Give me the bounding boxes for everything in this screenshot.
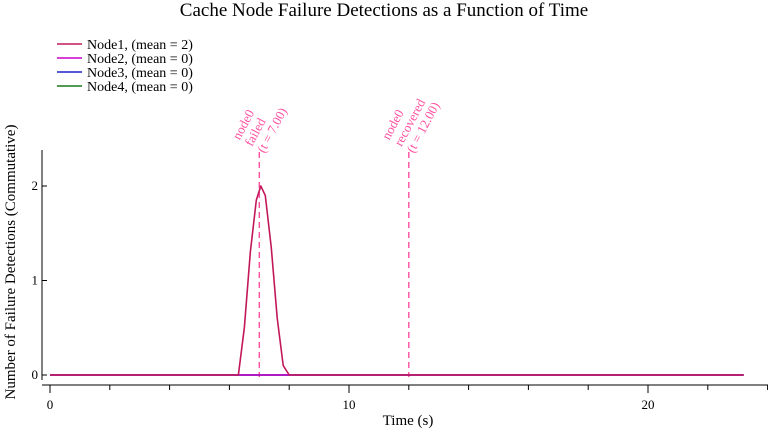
y-axis-label: Number of Failure Detections (Commutativ… [3,125,19,400]
series-group [50,185,744,376]
x-tick-label: 0 [47,397,54,412]
y-axis-ticks: 0 1 2 [32,178,47,382]
y-tick-label: 2 [32,178,39,193]
legend: Node1, (mean = 2)Node2, (mean = 0)Node3,… [57,38,193,95]
y-tick-label: 0 [32,367,39,382]
x-axis-ticks: 0 10 20 [47,385,768,412]
series-line [50,185,744,376]
chart-title: Cache Node Failure Detections as a Funct… [180,0,588,21]
legend-label: Node3, (mean = 0) [87,66,193,81]
x-axis-label: Time (s) [383,413,434,429]
legend-label: Node1, (mean = 2) [87,38,193,53]
x-tick-label: 20 [642,397,655,412]
x-tick-label: 10 [343,397,356,412]
y-tick-label: 1 [32,273,39,288]
legend-label: Node2, (mean = 0) [87,52,193,67]
legend-label: Node4, (mean = 0) [87,80,193,95]
